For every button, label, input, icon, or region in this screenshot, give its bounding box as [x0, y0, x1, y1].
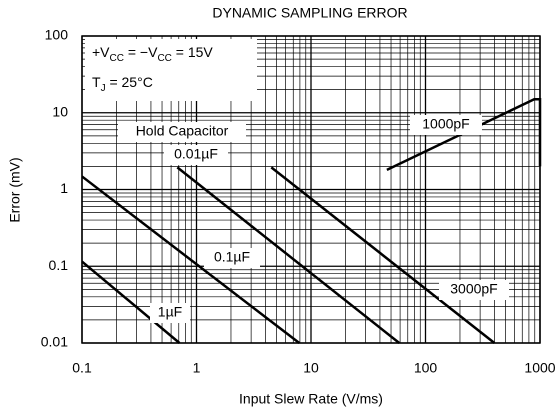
- condition-part: = −V: [124, 44, 158, 60]
- y-tick-label: 0.01: [41, 334, 68, 350]
- series-label: 1000pF: [422, 116, 469, 132]
- series-label: 3000pF: [450, 281, 497, 297]
- x-tick-label: 1: [193, 360, 201, 376]
- series-label: 0.01µF: [174, 146, 218, 162]
- series-label: 1µF: [158, 304, 182, 320]
- condition-part: = 15V: [172, 44, 214, 60]
- condition-part: = 25°C: [106, 74, 153, 90]
- series-line: [176, 166, 401, 344]
- condition: +VCC = −VCC = 15V: [92, 44, 213, 64]
- series-label-bg: [150, 303, 190, 323]
- series-line: [270, 166, 496, 344]
- annotation: Hold Capacitor: [136, 123, 229, 139]
- subscript: J: [101, 83, 106, 94]
- y-tick-label: 10: [52, 103, 68, 119]
- y-tick-label: 100: [45, 27, 69, 43]
- plot-frame: [81, 35, 541, 344]
- condition-part: T: [92, 74, 101, 90]
- y-axis-label: Error (mV): [7, 157, 23, 222]
- condition: TJ = 25°C: [92, 74, 153, 94]
- series-line: [81, 175, 301, 344]
- series-line: [81, 260, 181, 344]
- subscript: CC: [157, 53, 171, 64]
- x-axis-label: Input Slew Rate (V/ms): [239, 391, 383, 407]
- conditions-bg: [85, 39, 257, 101]
- x-tick-label: 1000: [524, 360, 555, 376]
- series-label-bg: [410, 115, 482, 135]
- series-label-bg: [204, 248, 260, 268]
- x-tick-label: 10: [303, 360, 319, 376]
- chart-title: DYNAMIC SAMPLING ERROR: [212, 5, 407, 21]
- series-label-bg: [164, 145, 228, 165]
- annotation-bg: [118, 122, 246, 142]
- subscript: CC: [110, 53, 124, 64]
- condition-part: +V: [92, 44, 110, 60]
- y-tick-label: 0.1: [49, 257, 69, 273]
- y-tick-label: 1: [60, 180, 68, 196]
- x-tick-label: 100: [414, 360, 438, 376]
- series-label: 0.1µF: [214, 249, 250, 265]
- series-label-bg: [439, 280, 509, 300]
- x-tick-label: 0.1: [72, 360, 92, 376]
